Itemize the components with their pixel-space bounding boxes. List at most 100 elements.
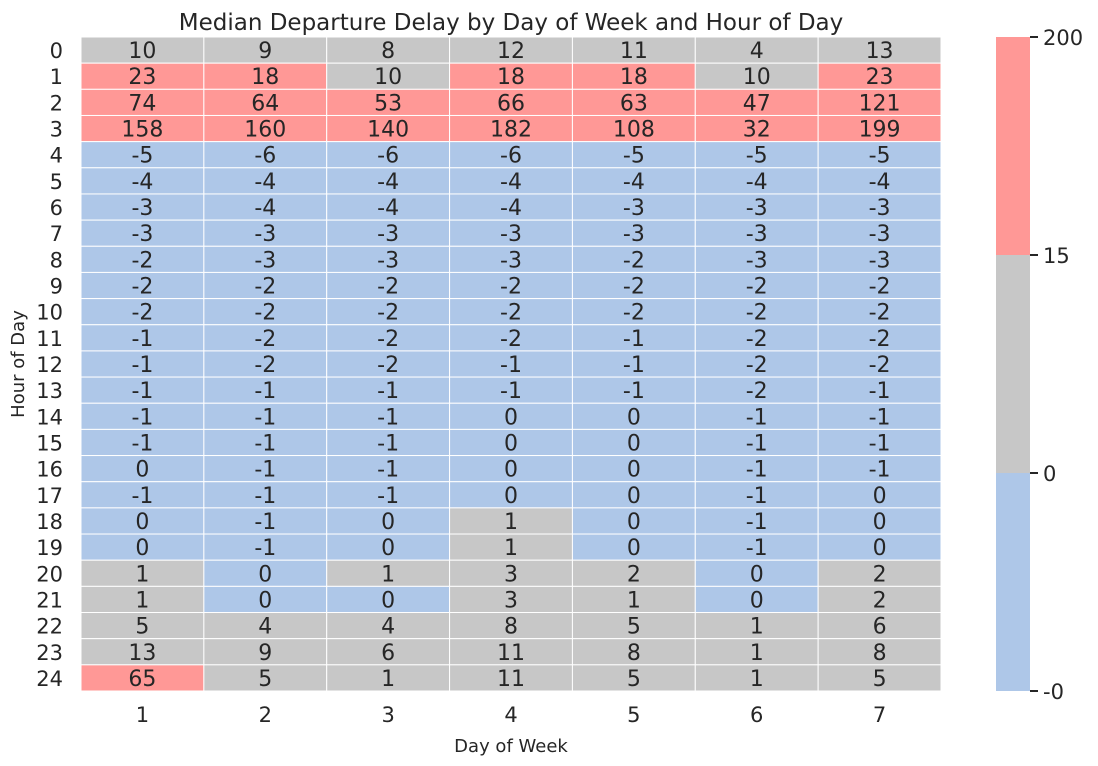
y-tick-label: 17 — [36, 484, 63, 508]
cell-value-label: -1 — [254, 536, 276, 561]
y-tick-label: 1 — [50, 65, 63, 89]
cell-value-label: 11 — [497, 667, 525, 692]
y-tick-label: 3 — [50, 118, 63, 142]
heatmap-cell — [449, 585, 573, 614]
heatmap-cell — [694, 219, 819, 247]
cell-value-label: -2 — [869, 275, 891, 300]
cell-value-label: 18 — [620, 65, 648, 90]
cell-value-label: 2 — [873, 588, 887, 613]
heatmap-cell — [694, 376, 819, 404]
cell-value-label: 6 — [381, 641, 395, 666]
heatmap-cell — [449, 376, 573, 404]
cell-value-label: -1 — [131, 405, 153, 430]
cell-value-label: 2 — [873, 562, 887, 587]
y-tick-label: 22 — [36, 615, 63, 639]
cell-value-label: 0 — [381, 536, 395, 561]
cell-value-label: -6 — [500, 144, 522, 169]
heatmap-cell — [694, 193, 819, 221]
cell-value-label: -3 — [377, 248, 399, 273]
cell-value-label: -2 — [500, 275, 522, 300]
heatmap-cell — [80, 324, 205, 352]
cell-value-label: -1 — [254, 458, 276, 483]
cell-value-label: -4 — [500, 196, 522, 221]
cell-value-label: 10 — [128, 39, 156, 64]
cell-value-label: -3 — [623, 196, 645, 221]
y-tick-label: 11 — [36, 327, 63, 351]
cell-value-label: 0 — [750, 562, 764, 587]
y-tick-label: 18 — [36, 510, 63, 534]
heatmap-cell — [80, 455, 205, 483]
cell-value-label: 9 — [258, 641, 272, 666]
cell-value-label: -2 — [623, 301, 645, 326]
y-tick-label: 19 — [36, 536, 63, 560]
heatmap-cell — [817, 219, 942, 247]
x-tick-label: 6 — [750, 703, 763, 727]
cell-value-label: -2 — [746, 275, 768, 300]
cell-value-label: 158 — [121, 118, 163, 143]
cell-value-label: -1 — [869, 405, 891, 430]
cell-value-label: 108 — [613, 118, 655, 143]
heatmap-cell — [571, 664, 696, 692]
cell-value-label: 74 — [128, 91, 156, 116]
heatmap-cell — [203, 612, 328, 640]
cell-value-label: 5 — [873, 667, 887, 692]
cell-value-label: 0 — [504, 405, 518, 430]
heatmap-cell — [326, 455, 451, 483]
heatmap-cell — [571, 585, 696, 614]
heatmap-cell — [817, 271, 942, 300]
heatmap-cell — [326, 350, 451, 378]
cell-value-label: 0 — [873, 510, 887, 535]
colorbar-segment — [996, 473, 1030, 691]
y-tick-label: 2 — [50, 91, 63, 115]
cell-value-label: 18 — [497, 65, 525, 90]
colorbar: -0 0 15 200 — [996, 26, 1083, 704]
cell-value-label: -1 — [254, 405, 276, 430]
cell-value-label: 0 — [504, 431, 518, 456]
heatmap-cell — [326, 62, 451, 90]
cell-value-label: 9 — [258, 39, 272, 64]
heatmap-cell — [80, 114, 205, 143]
cell-value-label: -4 — [254, 196, 276, 221]
cell-value-label: -1 — [746, 431, 768, 456]
cell-value-label: 1 — [750, 667, 764, 692]
cell-value-label: -2 — [131, 248, 153, 273]
cell-value-label: 23 — [128, 65, 156, 90]
cell-value-label: 8 — [381, 39, 395, 64]
cell-value-label: 5 — [627, 667, 641, 692]
cell-value-label: -2 — [746, 353, 768, 378]
cell-value-label: -2 — [869, 301, 891, 326]
cell-value-label: 182 — [490, 118, 532, 143]
heatmap-cell — [326, 271, 451, 300]
cell-value-label: 23 — [866, 65, 894, 90]
heatmap-cell — [80, 507, 205, 535]
cell-value-label: -3 — [746, 222, 768, 247]
cell-value-label: 13 — [866, 39, 894, 64]
cell-value-label: 66 — [497, 91, 525, 116]
cell-value-label: 0 — [135, 536, 149, 561]
cell-value-label: -6 — [377, 144, 399, 169]
heatmap-cell — [571, 638, 696, 666]
heatmap-cell — [571, 559, 696, 587]
cell-value-label: -4 — [131, 170, 153, 195]
x-tick-labels: 1 2 3 4 5 6 7 — [136, 703, 887, 727]
cell-value-label: -1 — [377, 405, 399, 430]
cell-value-label: -5 — [623, 144, 645, 169]
cell-value-label: 140 — [367, 118, 409, 143]
heatmap-cell — [817, 402, 942, 430]
cell-value-label: 0 — [627, 405, 641, 430]
colorbar-segment — [996, 37, 1030, 255]
heatmap-cell — [571, 428, 696, 457]
heatmap-cell — [326, 585, 451, 614]
heatmap-cell — [571, 88, 696, 116]
heatmap-cell — [571, 324, 696, 352]
heatmap-cell — [80, 533, 205, 561]
cell-value-label: -2 — [131, 275, 153, 300]
cell-value-label: -1 — [254, 484, 276, 509]
heatmap-cell — [80, 585, 205, 614]
cell-value-label: -2 — [746, 301, 768, 326]
heatmap-cell — [449, 193, 573, 221]
heatmap-cell — [571, 219, 696, 247]
